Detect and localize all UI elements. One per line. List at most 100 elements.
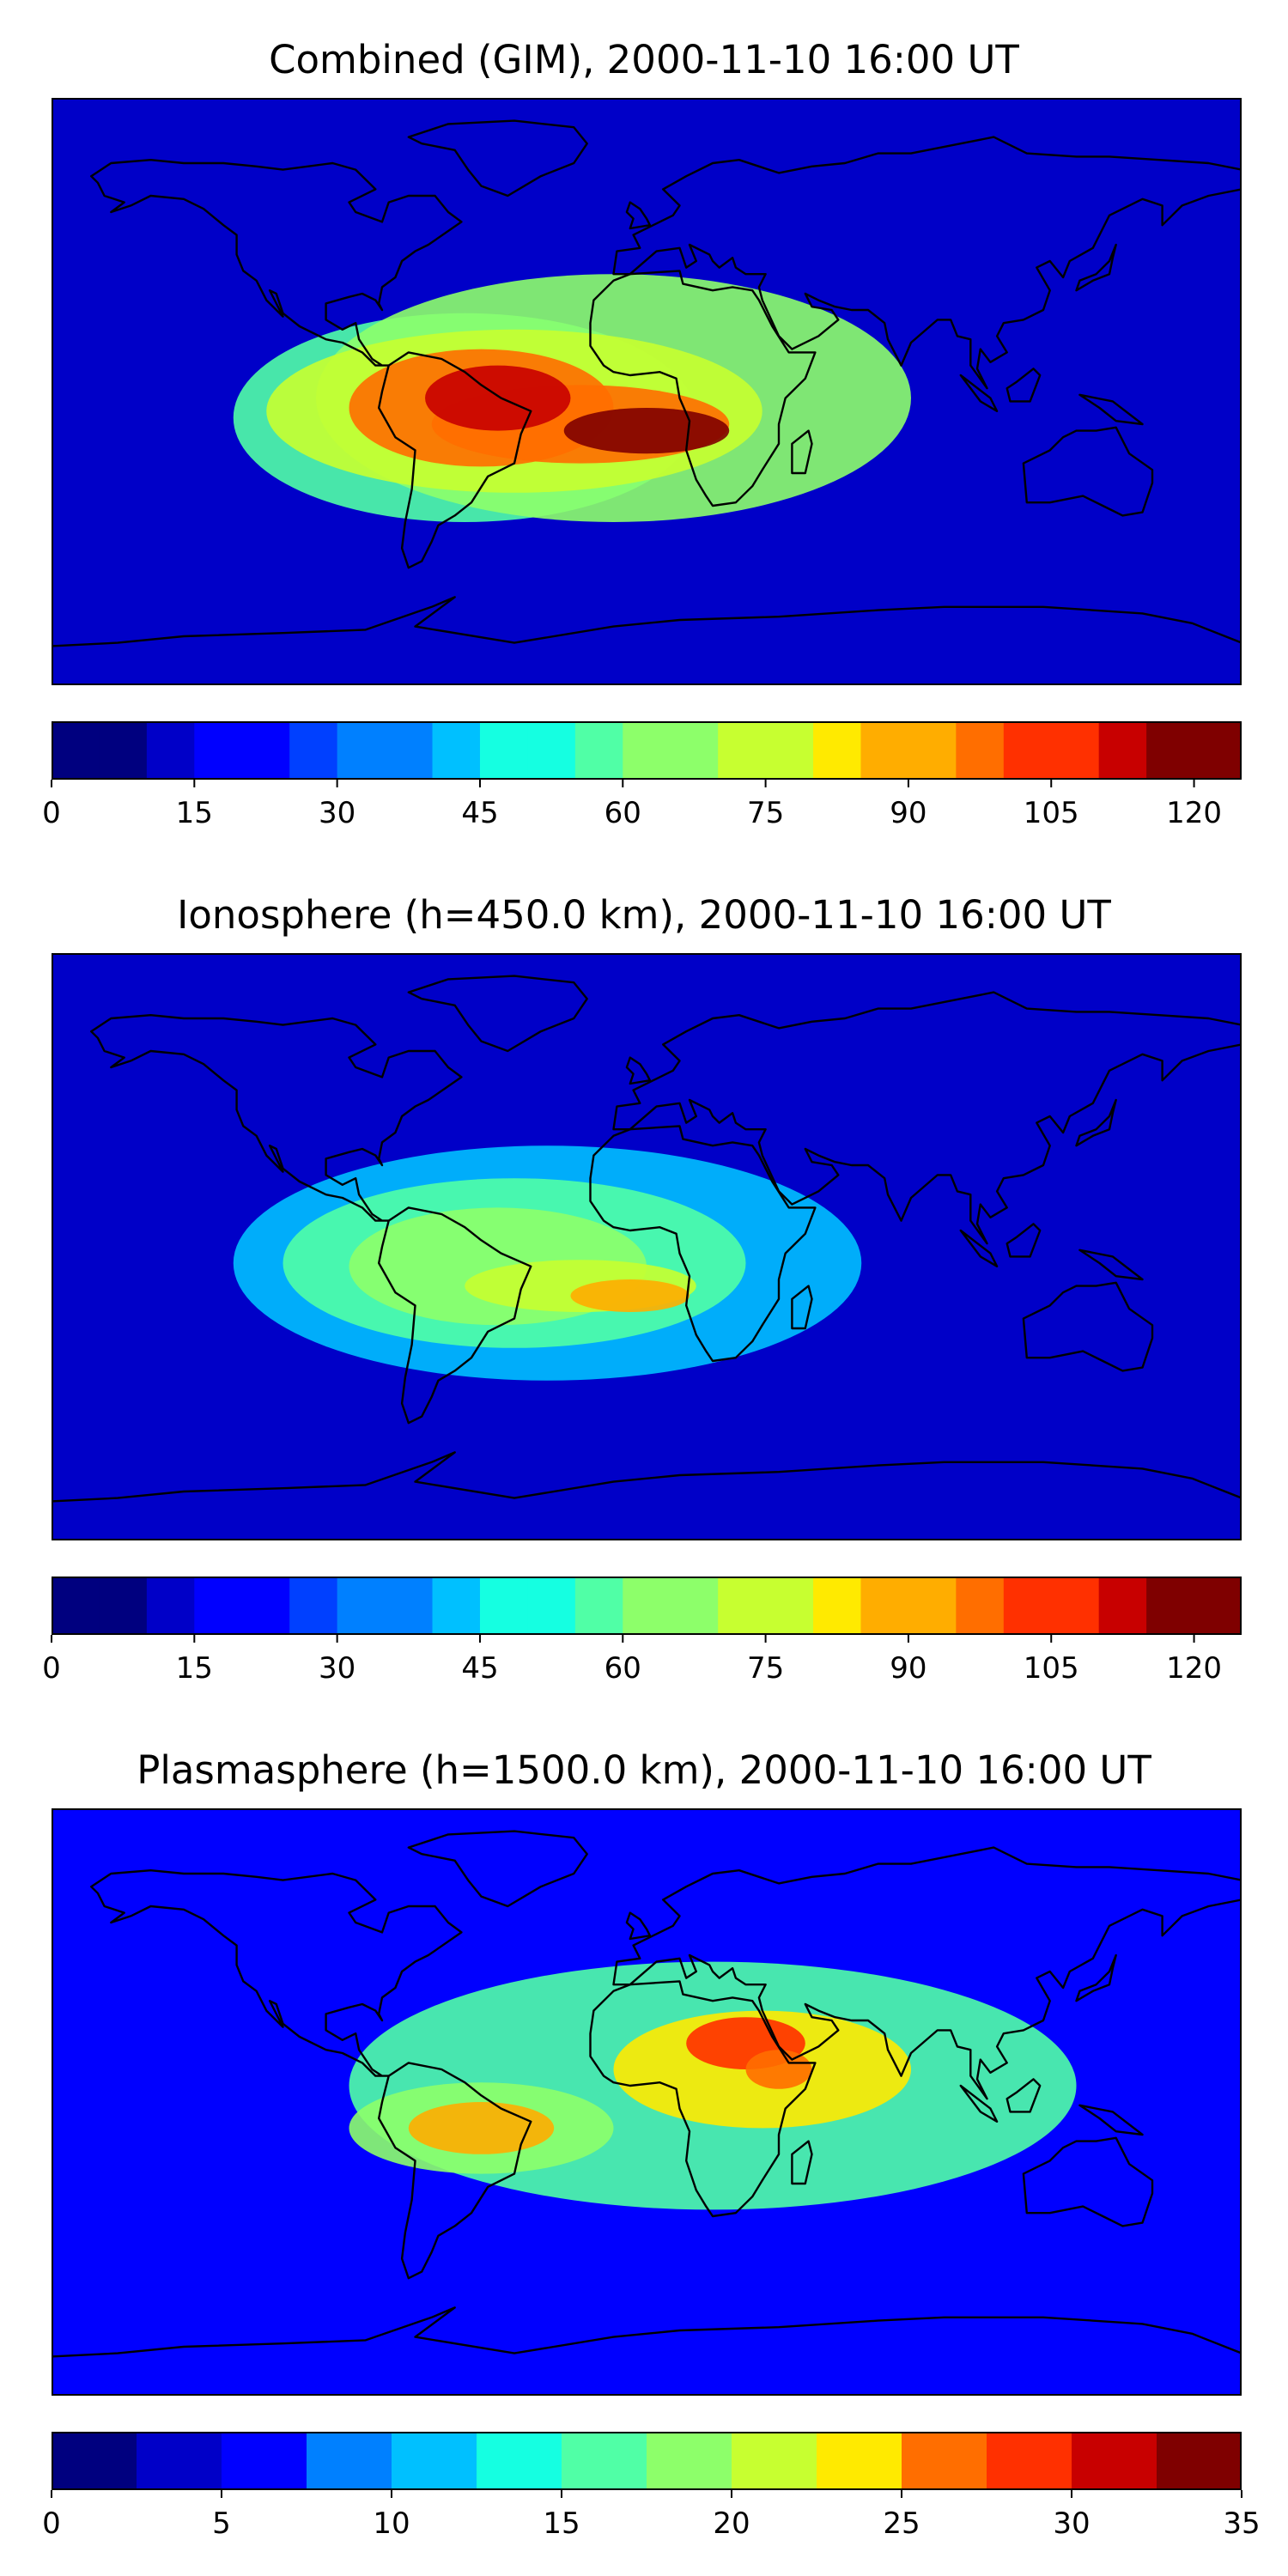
coastline-africa [589,1125,817,1363]
colorbar-segment [52,2432,137,2490]
colorbar-segment [146,721,195,780]
colorbar-segment [817,2432,902,2490]
colorbar-tick-label: 15 [543,2506,580,2541]
colorbar-tick-label: 15 [176,796,213,830]
coastline-north-america [90,1013,463,1222]
coastline-australia [1022,1281,1154,1372]
colorbar-segment [1003,721,1052,780]
colorbar-tick-label: 75 [747,1651,784,1686]
colorbar-segment [392,2432,477,2490]
colorbar-tick-label: 75 [747,796,784,830]
colorbar-tick-label: 5 [212,2506,231,2541]
colorbar-segment [432,721,481,780]
coastline-greenland [407,119,588,197]
coastline-new-guinea [1078,1249,1144,1281]
map-plasmasphere [52,1808,1242,2396]
colorbar-segment [479,721,528,780]
colorbar-segment [765,1577,814,1635]
colorbar-segment [987,2432,1072,2490]
coastline-britain [625,1911,652,1941]
colorbar-segment [477,2432,562,2490]
coastline-south-america [378,351,532,569]
colorbar-segment [289,1577,338,1635]
coastline-new-guinea [1078,2104,1144,2136]
map-ionosphere [52,953,1242,1540]
colorbar-segment [385,1577,434,1635]
colorbar-segment [908,1577,957,1635]
colorbar-tick-label: 0 [42,2506,61,2541]
colorbar-segment [1098,1577,1147,1635]
colorbar-tick-label: 105 [1024,796,1079,830]
colorbar-tick-label: 0 [42,1651,61,1686]
coastline-britain [625,1056,652,1085]
colorbar-segment [137,2432,222,2490]
colorbar-segment [1194,721,1242,780]
colorbar-segment [52,721,100,780]
colorbar-segment [337,721,386,780]
coastline-eurasia [612,991,1242,1245]
coastline-britain [625,201,652,230]
colorbar-segment [1146,721,1195,780]
colorbar-segment [307,2432,392,2490]
colorbar-tick-label: 25 [883,2506,920,2541]
coastline-eurasia [612,136,1242,390]
colorbar-segment [670,1577,719,1635]
colorbar-segment [574,1577,623,1635]
colorbar-segment [902,2432,987,2490]
colorbar-segment [146,1577,195,1635]
coastline-japan [1075,243,1117,292]
coastline-north-america [90,158,463,367]
colorbar-segment [670,721,719,780]
colorbar-segment [860,1577,909,1635]
colorbar-segment [194,721,243,780]
colorbar-tick-label: 10 [373,2506,410,2541]
colorbar-ionosphere [52,1577,1242,1635]
colorbar-tick-label: 120 [1166,1651,1222,1686]
colorbar-segment [527,721,576,780]
panel-title-combined: Combined (GIM), 2000-11-10 16:00 UT [269,37,1019,82]
colorbar-segment [623,1577,671,1635]
coastline-borneo [1005,368,1042,403]
coastline-madagascar [791,1285,813,1330]
colorbar-segment [623,721,671,780]
coastline-north-america [90,1868,463,2077]
colorbar-segment [562,2432,647,2490]
coastline-antarctica [52,1451,1242,1503]
coastline-borneo [1005,1223,1042,1258]
colorbar-segment [956,1577,1005,1635]
colorbar-tick-label: 60 [605,796,641,830]
colorbar-segment [1072,2432,1157,2490]
colorbar-tick-label: 35 [1223,2506,1260,2541]
colorbar-segment [222,2432,307,2490]
colorbar-segment [813,721,862,780]
colorbar-segment [956,721,1005,780]
coastline-sumatra [959,374,999,412]
panel-title-plasmasphere: Plasmasphere (h=1500.0 km), 2000-11-10 1… [137,1747,1151,1793]
colorbar-segment [527,1577,576,1635]
colorbar-tick-label: 0 [42,796,61,830]
coastline-japan [1075,1098,1117,1147]
colorbar-tick-label: 120 [1166,796,1222,830]
colorbar-segment [1194,1577,1242,1635]
colorbar-segment [432,1577,481,1635]
coastline-greenland [407,1830,588,1908]
colorbar-segment [718,1577,767,1635]
colorbar-tick-label: 45 [461,1651,498,1686]
colorbar-segment [1003,1577,1052,1635]
colorbar-tick-label: 45 [461,796,498,830]
colorbar-segment [194,1577,243,1635]
colorbar-segment [479,1577,528,1635]
colorbar-tick-label: 20 [713,2506,750,2541]
colorbar-plasmasphere [52,2432,1242,2490]
colorbar-segment [385,721,434,780]
colorbar-tick-label: 90 [890,1651,927,1686]
coastline-antarctica [52,2306,1242,2358]
colorbar-segment [718,721,767,780]
coastline-japan [1075,1953,1117,2002]
coastline-madagascar [791,429,813,475]
coastline-eurasia [612,1846,1242,2100]
colorbar-segment [732,2432,817,2490]
colorbar-segment [289,721,338,780]
coastline-new-guinea [1078,393,1144,426]
colorbar-tick-label: 60 [605,1651,641,1686]
